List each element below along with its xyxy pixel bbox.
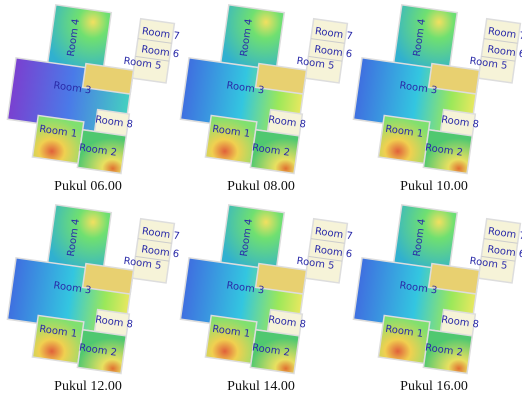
caption: Pukul 12.00 xyxy=(54,379,122,394)
room-area xyxy=(220,205,284,272)
figure: Room 7Room 6Room 5Room 4Room 3Room 8Room… xyxy=(0,0,522,401)
room-area xyxy=(47,205,111,272)
caption: Pukul 14.00 xyxy=(227,379,295,394)
room-area xyxy=(393,5,457,72)
room-area xyxy=(47,5,111,72)
caption: Pukul 16.00 xyxy=(400,379,468,394)
room-area xyxy=(393,205,457,272)
caption: Pukul 08.00 xyxy=(227,179,295,194)
caption: Pukul 10.00 xyxy=(400,179,468,194)
room-area xyxy=(220,5,284,72)
caption: Pukul 06.00 xyxy=(54,179,122,194)
